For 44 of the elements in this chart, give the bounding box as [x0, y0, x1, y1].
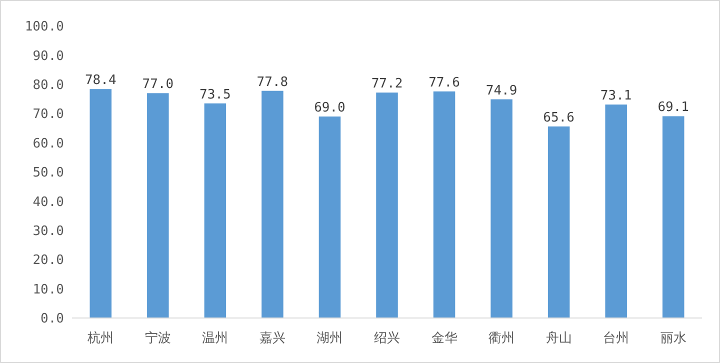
bar: [548, 126, 570, 318]
data-label: 65.6: [543, 110, 574, 126]
y-tick-label: 30.0: [32, 224, 64, 239]
y-tick-label: 60.0: [32, 136, 64, 152]
data-label: 77.0: [142, 77, 174, 92]
bar: [262, 90, 284, 318]
data-label: 77.8: [256, 74, 288, 90]
bar: [490, 99, 512, 318]
y-tick-label: 70.0: [32, 107, 64, 122]
y-tick-label: 100.0: [24, 20, 64, 35]
data-label: 69.1: [658, 100, 690, 116]
x-tick-label: 温州: [202, 331, 228, 346]
y-tick-label: 50.0: [32, 166, 64, 181]
x-tick-label: 金华: [431, 331, 458, 346]
data-label: 77.2: [371, 76, 403, 92]
bar: [605, 104, 627, 318]
y-tick-label: 20.0: [32, 253, 64, 268]
bar: [204, 103, 226, 318]
data-label: 77.6: [428, 75, 460, 90]
y-tick-label: 10.0: [32, 282, 64, 298]
y-tick-label: 40.0: [32, 194, 64, 210]
x-tick-label: 台州: [603, 331, 630, 346]
x-tick-label: 衢州: [488, 331, 515, 346]
data-label: 73.5: [200, 87, 231, 102]
x-tick-label: 绍兴: [374, 331, 400, 346]
bar: [433, 91, 456, 318]
bar: [662, 116, 684, 318]
bar: [318, 116, 341, 318]
bar: [147, 93, 169, 318]
x-tick-label: 湖州: [316, 331, 343, 346]
x-tick-label: 舟山: [546, 331, 572, 346]
data-label: 74.9: [486, 83, 518, 98]
x-tick-label: 丽水: [660, 331, 686, 346]
data-label: 78.4: [84, 73, 116, 88]
y-tick-label: 0.0: [40, 312, 64, 327]
bar: [376, 92, 398, 318]
bar: [90, 89, 112, 318]
y-tick-label: 80.0: [32, 78, 64, 93]
data-label: 69.0: [314, 100, 346, 116]
y-tick-label: 90.0: [32, 48, 64, 64]
data-label: 73.1: [600, 88, 632, 104]
x-tick-label: 嘉兴: [259, 331, 286, 346]
x-tick-label: 杭州: [86, 331, 114, 346]
x-tick-label: 宁波: [144, 330, 171, 346]
